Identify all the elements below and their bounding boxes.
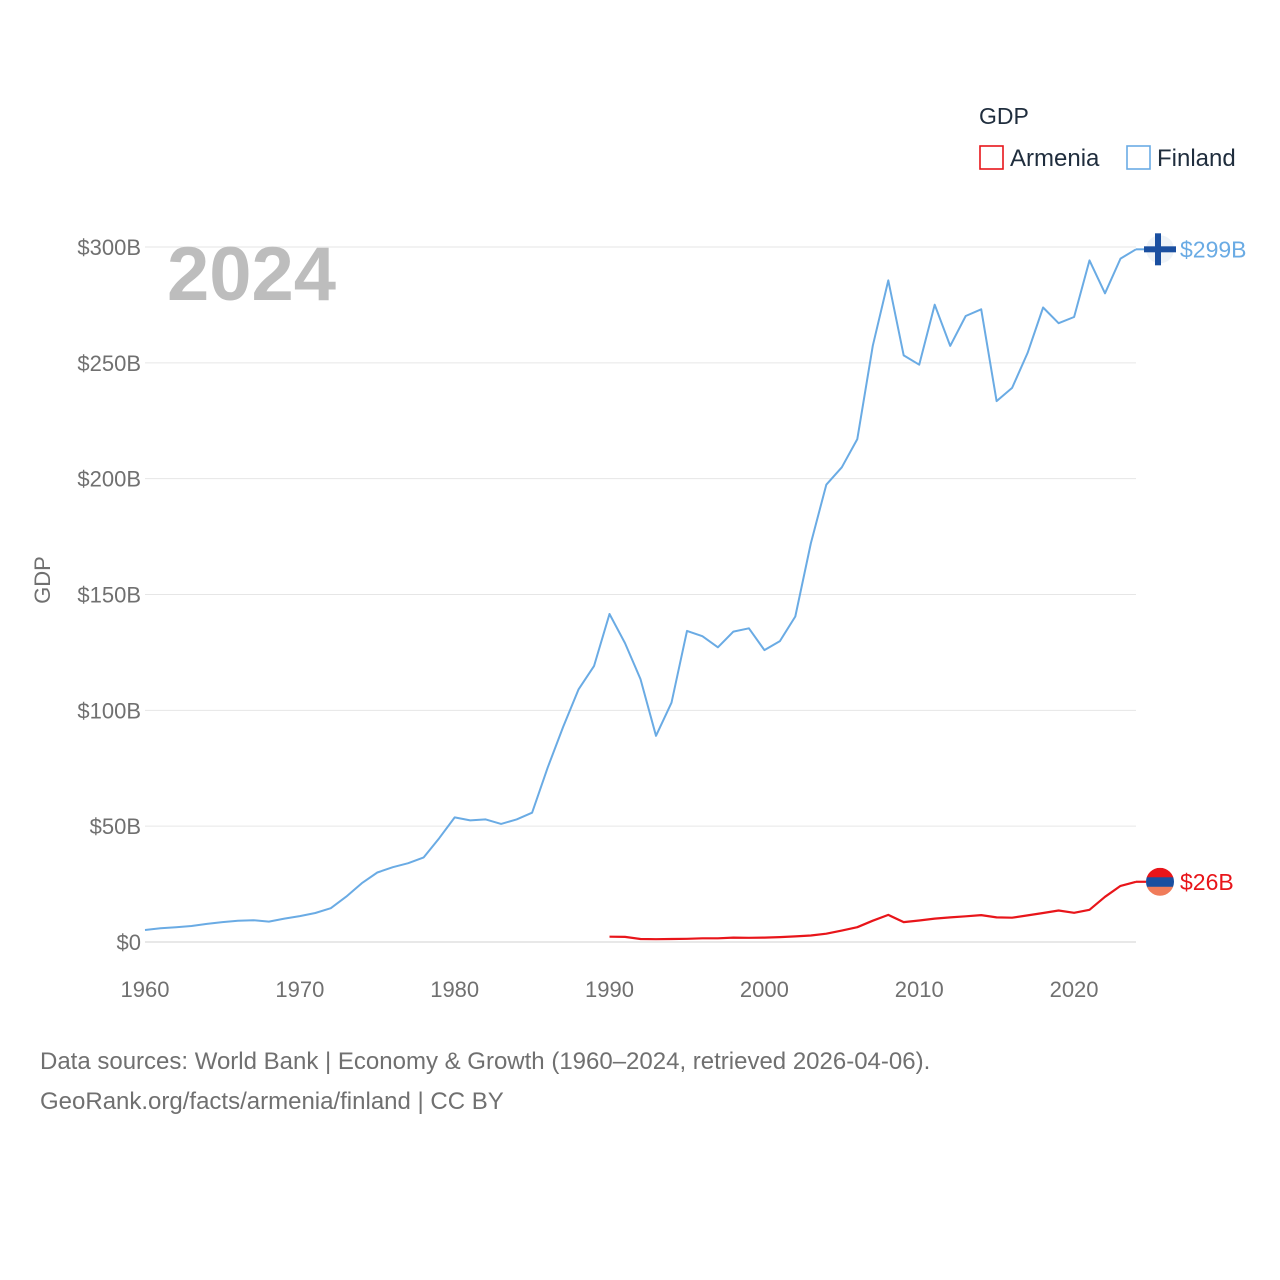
gdp-line-chart: $0 $50B $100B $150B $200B $250B $300B 1960 1970…: [30, 103, 1247, 1002]
x-tick-label: 2020: [1050, 977, 1099, 1002]
finland-end-label: $299B: [1180, 236, 1247, 262]
x-tick-label: 2010: [895, 977, 944, 1002]
series-line-armenia: [609, 880, 1137, 941]
y-axis-label: GDP: [30, 556, 55, 604]
finland-flag-cross-vertical: [1155, 233, 1161, 266]
series-line-finland: [144, 248, 1137, 931]
armenia-flag-orange-band: [1146, 886, 1174, 896]
y-tick-label: $200B: [77, 467, 141, 492]
x-tick-label: 1960: [121, 977, 170, 1002]
y-tick-label: $0: [117, 930, 141, 955]
x-tick-label: 1990: [585, 977, 634, 1002]
gridlines: [145, 246, 1136, 827]
y-tick-label: $50B: [90, 814, 141, 839]
legend-label-finland: Finland: [1157, 145, 1236, 172]
footer: Data sources: World Bank | Economy & Gro…: [40, 1042, 930, 1122]
legend-swatch-finland: [1126, 145, 1151, 170]
finland-flag-marker: [1144, 233, 1176, 266]
footer-sources: Data sources: World Bank | Economy & Gro…: [40, 1048, 931, 1075]
y-tick-label: $300B: [77, 235, 141, 260]
y-axis-ticks: $0 $50B $100B $150B $200B $250B $300B: [77, 235, 141, 955]
armenia-end-label: $26B: [1180, 869, 1234, 895]
x-tick-label: 1980: [430, 977, 479, 1002]
armenia-flag-red-band: [1146, 867, 1174, 878]
legend-item-finland[interactable]: Finland: [1126, 145, 1236, 172]
year-watermark: 2024: [167, 232, 336, 317]
legend-swatch-armenia: [979, 145, 1004, 170]
x-tick-label: 1970: [275, 977, 324, 1002]
legend-title: GDP: [979, 103, 1029, 129]
x-axis-ticks: 1960 1970 1980 1990 2000 2010 2020: [121, 977, 1099, 1002]
footer-link[interactable]: GeoRank.org/facts/armenia/finland | CC B…: [40, 1088, 504, 1115]
y-tick-label: $150B: [77, 583, 141, 608]
y-tick-label: $100B: [77, 698, 141, 723]
legend-item-armenia[interactable]: Armenia: [979, 145, 1100, 172]
armenia-flag-blue-band: [1146, 877, 1174, 888]
y-tick-label: $250B: [77, 351, 141, 376]
legend-label-armenia: Armenia: [1010, 145, 1100, 172]
armenia-flag-marker: [1146, 867, 1174, 896]
legend: GDP Armenia Finland: [979, 103, 1236, 172]
x-tick-label: 2000: [740, 977, 789, 1002]
